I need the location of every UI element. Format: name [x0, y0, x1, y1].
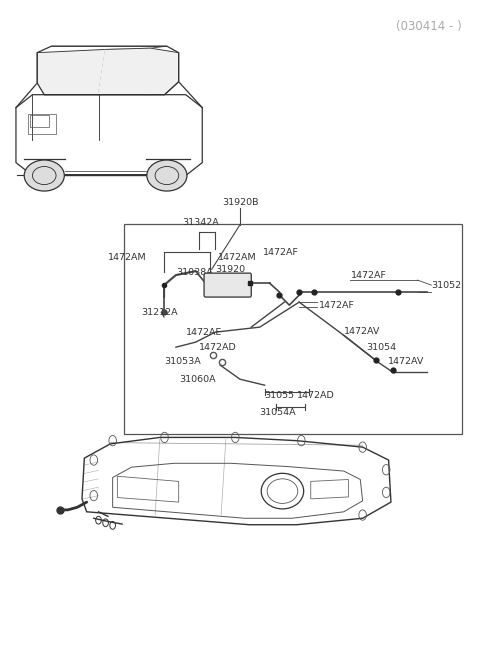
Text: 31055: 31055 — [264, 391, 295, 400]
Text: 1472AM: 1472AM — [218, 253, 257, 261]
Text: 31053A: 31053A — [164, 357, 201, 365]
Text: 1472AD: 1472AD — [297, 391, 335, 400]
Text: 31342A: 31342A — [182, 218, 219, 227]
Text: 1472AM: 1472AM — [108, 253, 146, 261]
Text: (030414 - ): (030414 - ) — [396, 20, 462, 33]
Polygon shape — [37, 49, 106, 95]
Text: 31920: 31920 — [216, 265, 245, 274]
Text: 31052: 31052 — [432, 280, 461, 290]
Bar — [124, 224, 462, 434]
Text: 1472AE: 1472AE — [186, 328, 222, 337]
Text: 31038A: 31038A — [176, 268, 213, 276]
FancyBboxPatch shape — [204, 273, 251, 297]
Text: 1472AF: 1472AF — [263, 248, 299, 257]
Polygon shape — [98, 48, 179, 95]
Bar — [30, 115, 49, 127]
Text: 31920B: 31920B — [222, 198, 258, 207]
Ellipse shape — [147, 160, 187, 191]
Text: 1472AD: 1472AD — [199, 343, 236, 352]
Bar — [28, 114, 56, 134]
Text: 31212A: 31212A — [142, 308, 178, 316]
Text: 1472AV: 1472AV — [344, 327, 380, 335]
Text: 1472AV: 1472AV — [388, 357, 424, 365]
Text: 31054: 31054 — [366, 343, 396, 352]
Text: 31054A: 31054A — [259, 408, 296, 417]
Text: 31060A: 31060A — [179, 375, 216, 384]
Text: 1472AF: 1472AF — [319, 301, 355, 310]
Text: 1472AF: 1472AF — [350, 271, 386, 280]
Ellipse shape — [24, 160, 64, 191]
